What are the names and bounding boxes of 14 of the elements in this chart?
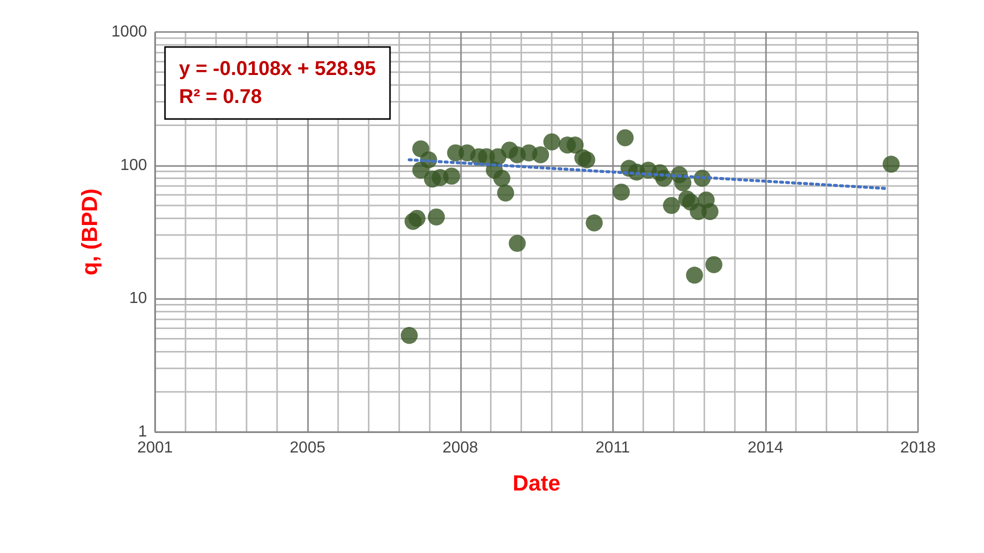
y-tick-label: 10 (129, 290, 148, 308)
x-tick-label: 2005 (290, 440, 326, 456)
x-axis-title: Date (512, 470, 560, 496)
x-tick-label: 2001 (137, 440, 173, 456)
x-tick-label: 2008 (442, 440, 478, 456)
y-tick-label: 1000 (111, 24, 148, 40)
y-tick-label: 100 (120, 156, 148, 174)
x-tick-label: 2014 (748, 440, 784, 456)
annotation: R² = 0.78 (179, 86, 262, 108)
y-axis-title: q, (BPD) (77, 188, 102, 276)
x-tick-label: 2018 (900, 440, 936, 456)
annotation: y = -0.0108x + 528.95 (179, 58, 376, 80)
y-tick-label: 1 (138, 424, 148, 440)
x-tick-label: 2011 (596, 440, 630, 456)
